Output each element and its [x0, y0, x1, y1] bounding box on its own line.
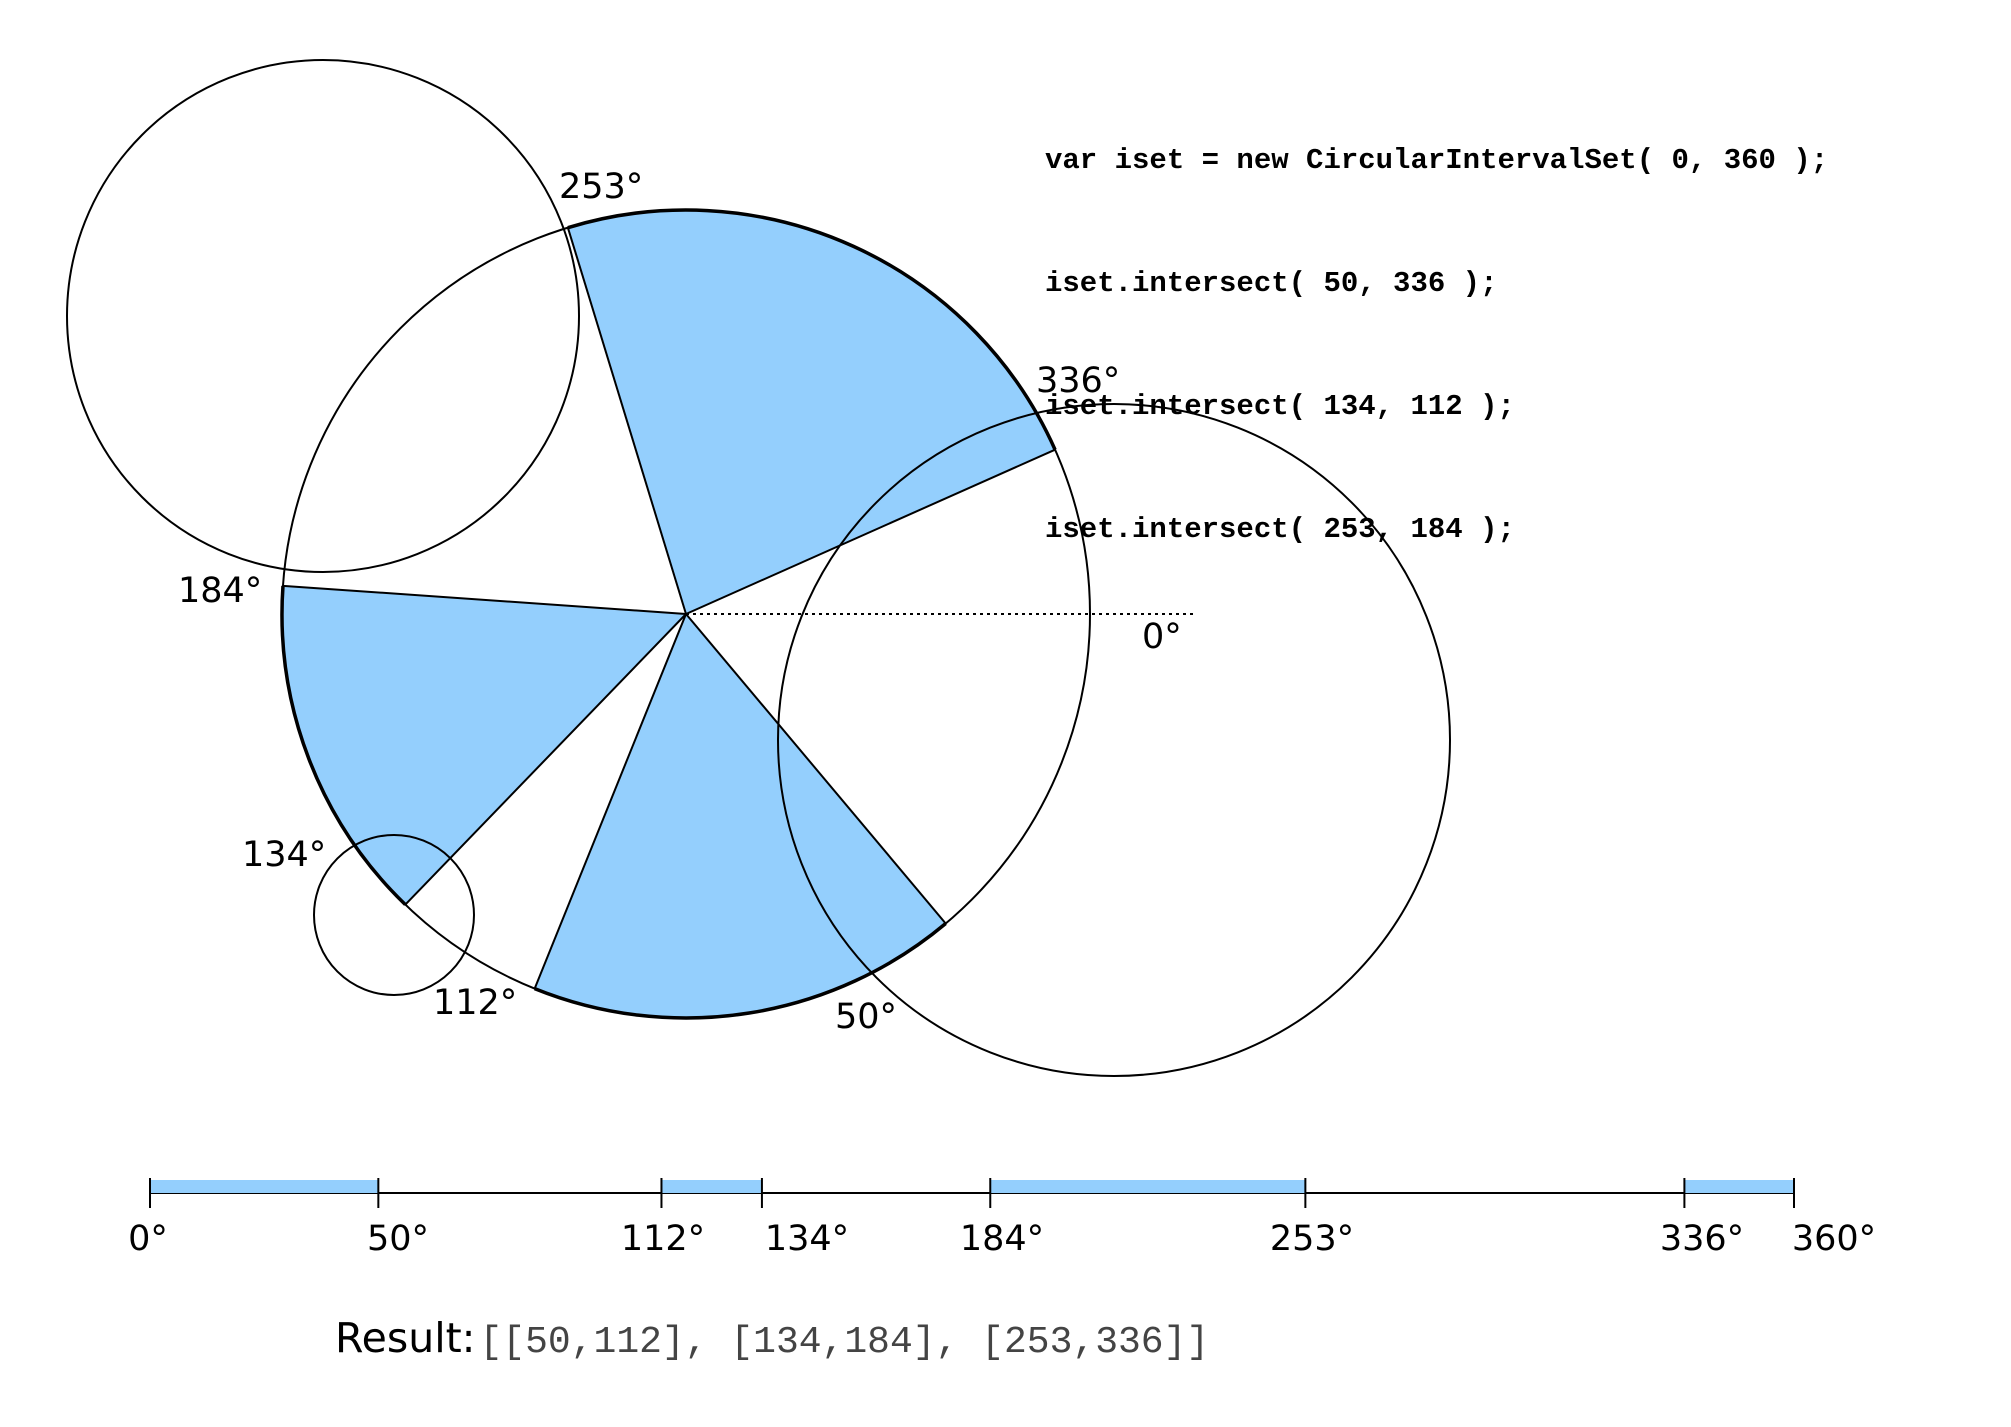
number-line-label-360: 360°: [1791, 1219, 1877, 1259]
radius-line: [533, 613, 687, 989]
number-line-label-0: 0°: [128, 1219, 168, 1259]
number-line-label-253: 253°: [1269, 1219, 1355, 1259]
number-line-bar: [661, 1180, 762, 1193]
number-line-ticks: [149, 1178, 1795, 1208]
result-sectors: [280, 208, 1057, 1020]
radius-line: [566, 227, 687, 615]
number-line-label-336: 336°: [1659, 1219, 1745, 1259]
number-line-bar: [1684, 1180, 1794, 1193]
result-label: Result:: [335, 1314, 476, 1362]
number-line-bar: [150, 1180, 379, 1193]
result-sector: [534, 614, 946, 1018]
code-snippet: var iset = new CircularIntervalSet( 0, 3…: [1045, 58, 1828, 632]
result-line: Result: [[50,112], [134,184], [253,336]]: [335, 1318, 1209, 1362]
number-line-label-184: 184°: [959, 1219, 1045, 1259]
radius-line: [282, 584, 687, 615]
radius-line: [685, 613, 947, 925]
result-sector: [282, 585, 686, 905]
number-line-label-112: 112°: [620, 1219, 706, 1259]
number-line-label-134: 134°: [764, 1219, 850, 1259]
angle-label-0: 0°: [1142, 617, 1182, 657]
result-sector: [567, 210, 1056, 614]
radius-line: [404, 613, 687, 906]
angle-label-50: 50°: [835, 997, 898, 1037]
radius-line: [685, 448, 1056, 615]
code-line: var iset = new CircularIntervalSet( 0, 3…: [1045, 144, 1829, 177]
interval-circle-134-112: [313, 834, 475, 996]
angle-label-253: 253°: [559, 167, 644, 207]
number-line: [149, 1178, 1795, 1208]
main-circle: [281, 209, 1091, 1019]
number-line-bar: [990, 1180, 1306, 1193]
code-line: iset.intersect( 50, 336 );: [1045, 267, 1498, 300]
number-line-label-50: 50°: [366, 1219, 430, 1259]
code-line: iset.intersect( 134, 112 );: [1045, 390, 1515, 423]
angle-label-112: 112°: [433, 983, 518, 1023]
code-line: iset.intersect( 253, 184 );: [1045, 513, 1515, 546]
number-line-shaded-intervals: [150, 1180, 1794, 1193]
interval-circle-253-184: [66, 59, 580, 573]
angle-label-336: 336°: [1036, 361, 1121, 401]
interval-radii: [282, 227, 1056, 989]
result-value: [[50,112], [134,184], [253,336]]: [479, 1321, 1210, 1364]
interval-circle-50-336: [777, 403, 1451, 1077]
angle-label-134: 134°: [242, 835, 327, 875]
angle-label-184: 184°: [178, 571, 263, 611]
